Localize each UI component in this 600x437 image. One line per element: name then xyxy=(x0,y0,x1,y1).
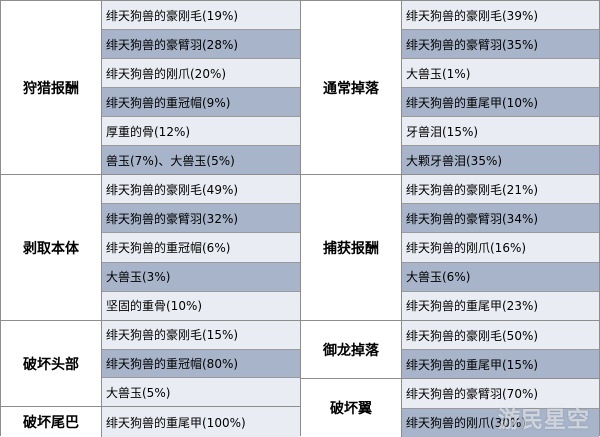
drop-item: 牙兽泪(15%) xyxy=(402,117,599,146)
drop-group: 破坏尾巴绯天狗兽的重尾甲(100%) xyxy=(1,407,300,437)
group-label: 通常掉落 xyxy=(301,1,402,174)
drop-item: 大兽玉(6%) xyxy=(402,263,599,292)
drop-item: 绯天狗兽的豪臂羽(28%) xyxy=(102,30,300,59)
drop-group: 剥取本体绯天狗兽的豪刚毛(49%)绯天狗兽的豪臂羽(32%)绯天狗兽的重冠帽(6… xyxy=(1,175,300,321)
left-table: 狩猎报酬绯天狗兽的豪刚毛(19%)绯天狗兽的豪臂羽(28%)绯天狗兽的刚爪(20… xyxy=(0,0,300,436)
group-items: 绯天狗兽的重尾甲(100%) xyxy=(102,407,300,437)
drop-item: 绯天狗兽的刚爪(20%) xyxy=(102,59,300,88)
group-label: 捕获报酬 xyxy=(301,175,402,320)
drop-item: 绯天狗兽的重尾甲(100%) xyxy=(102,407,300,437)
drop-item: 绯天狗兽的重冠帽(6%) xyxy=(102,233,300,262)
group-items: 绯天狗兽的豪刚毛(50%)绯天狗兽的重尾甲(15%) xyxy=(402,321,599,378)
drop-item: 兽玉(7%)、大兽玉(5%) xyxy=(102,146,300,174)
drop-item: 绯天狗兽的豪刚毛(15%) xyxy=(102,321,300,350)
group-items: 绯天狗兽的豪刚毛(49%)绯天狗兽的豪臂羽(32%)绯天狗兽的重冠帽(6%)大兽… xyxy=(102,175,300,320)
watermark: 游民星空 xyxy=(498,402,590,434)
drop-item: 绯天狗兽的豪刚毛(49%) xyxy=(102,175,300,204)
drop-item: 大兽玉(5%) xyxy=(102,378,300,406)
drop-item: 绯天狗兽的豪臂羽(35%) xyxy=(402,30,599,59)
group-label: 破坏翼 xyxy=(301,379,402,437)
group-label: 剥取本体 xyxy=(1,175,102,320)
drop-group: 通常掉落绯天狗兽的豪刚毛(39%)绯天狗兽的豪臂羽(35%)大兽玉(1%)绯天狗… xyxy=(301,1,599,175)
right-table: 通常掉落绯天狗兽的豪刚毛(39%)绯天狗兽的豪臂羽(35%)大兽玉(1%)绯天狗… xyxy=(300,0,600,436)
drop-item: 厚重的骨(12%) xyxy=(102,117,300,146)
drop-group: 御龙掉落绯天狗兽的豪刚毛(50%)绯天狗兽的重尾甲(15%) xyxy=(301,321,599,379)
drop-group: 捕获报酬绯天狗兽的豪刚毛(21%)绯天狗兽的豪臂羽(34%)绯天狗兽的刚爪(16… xyxy=(301,175,599,321)
drop-item: 绯天狗兽的重冠帽(9%) xyxy=(102,88,300,117)
drop-item: 绯天狗兽的豪刚毛(21%) xyxy=(402,175,599,204)
drop-item: 绯天狗兽的重尾甲(23%) xyxy=(402,292,599,320)
drop-item: 绯天狗兽的重冠帽(80%) xyxy=(102,350,300,379)
drop-group: 破坏头部绯天狗兽的豪刚毛(15%)绯天狗兽的重冠帽(80%)大兽玉(5%) xyxy=(1,321,300,407)
group-label: 破坏头部 xyxy=(1,321,102,406)
drop-item: 坚固的重骨(10%) xyxy=(102,292,300,320)
drop-item: 绯天狗兽的刚爪(16%) xyxy=(402,233,599,262)
drop-item: 绯天狗兽的豪臂羽(34%) xyxy=(402,204,599,233)
group-items: 绯天狗兽的豪刚毛(39%)绯天狗兽的豪臂羽(35%)大兽玉(1%)绯天狗兽的重尾… xyxy=(402,1,599,174)
group-items: 绯天狗兽的豪刚毛(19%)绯天狗兽的豪臂羽(28%)绯天狗兽的刚爪(20%)绯天… xyxy=(102,1,300,174)
drop-group: 狩猎报酬绯天狗兽的豪刚毛(19%)绯天狗兽的豪臂羽(28%)绯天狗兽的刚爪(20… xyxy=(1,1,300,175)
drop-item: 绯天狗兽的豪刚毛(19%) xyxy=(102,1,300,30)
drop-item: 大兽玉(3%) xyxy=(102,263,300,292)
drop-item: 绯天狗兽的豪臂羽(32%) xyxy=(102,204,300,233)
drop-item: 绯天狗兽的豪刚毛(39%) xyxy=(402,1,599,30)
group-items: 绯天狗兽的豪刚毛(15%)绯天狗兽的重冠帽(80%)大兽玉(5%) xyxy=(102,321,300,406)
group-label: 破坏尾巴 xyxy=(1,407,102,437)
drop-item: 绯天狗兽的重尾甲(10%) xyxy=(402,88,599,117)
group-label: 狩猎报酬 xyxy=(1,1,102,174)
group-label: 御龙掉落 xyxy=(301,321,402,378)
drop-item: 绯天狗兽的重尾甲(15%) xyxy=(402,350,599,378)
drop-item: 大颗牙兽泪(35%) xyxy=(402,146,599,174)
group-items: 绯天狗兽的豪刚毛(21%)绯天狗兽的豪臂羽(34%)绯天狗兽的刚爪(16%)大兽… xyxy=(402,175,599,320)
drop-item: 大兽玉(1%) xyxy=(402,59,599,88)
drop-item: 绯天狗兽的豪刚毛(50%) xyxy=(402,321,599,350)
